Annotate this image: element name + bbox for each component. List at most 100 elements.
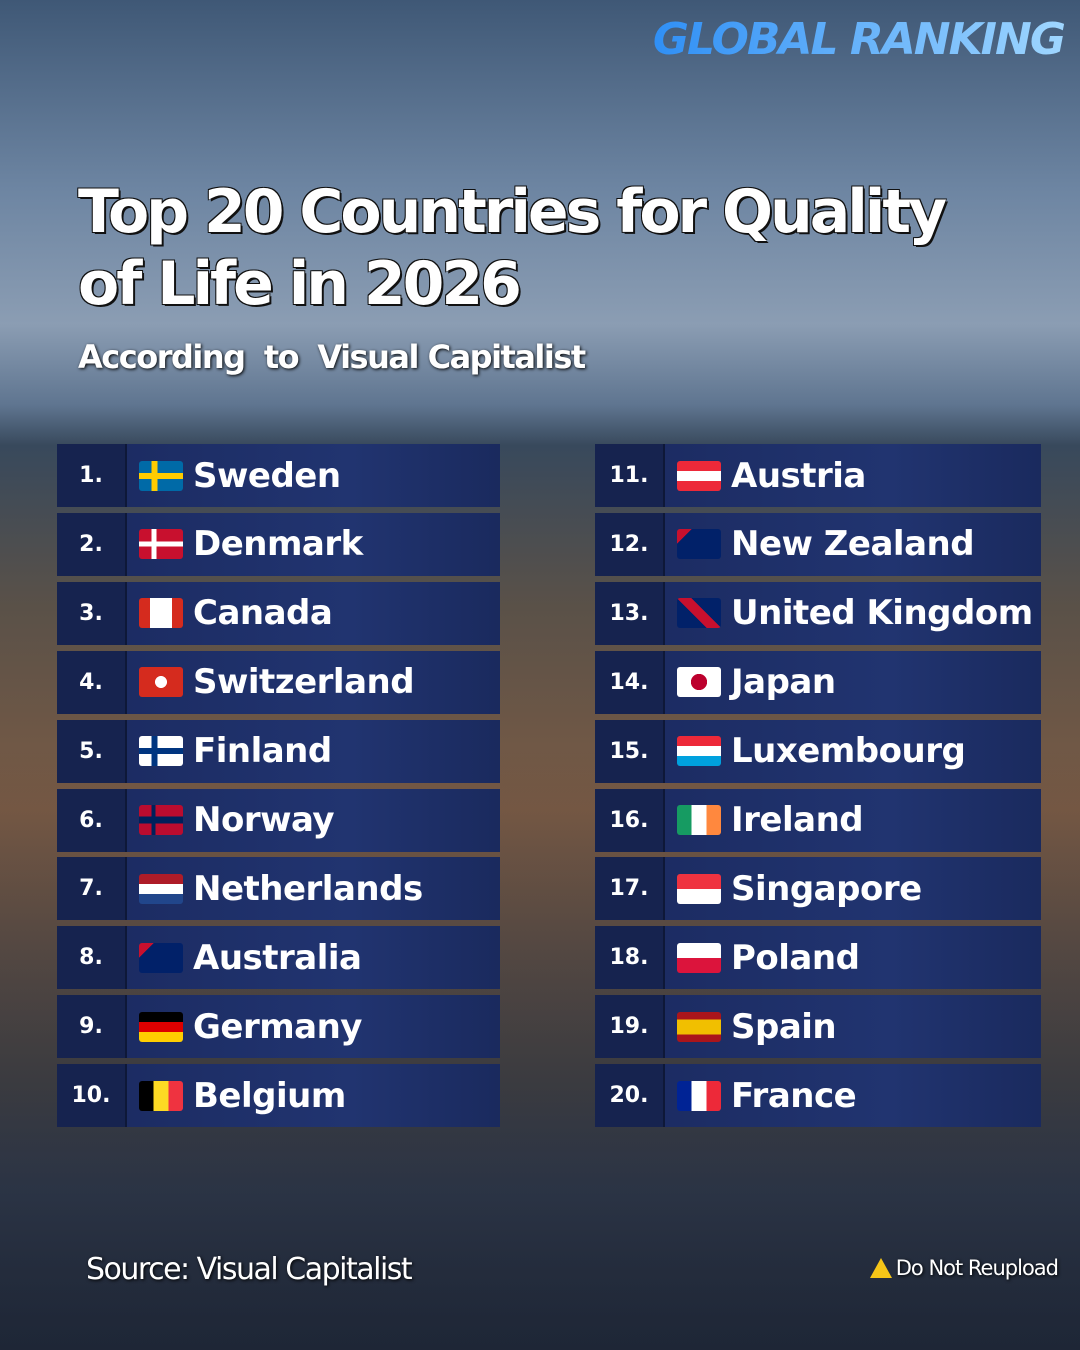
flag-icon [139,736,183,767]
flag-icon [677,942,721,973]
country-name: Sweden [193,455,341,496]
country-box: Belgium [125,1064,500,1128]
rank-label: 10. [57,1064,125,1128]
country-name: Spain [731,1006,837,1047]
flag-icon [139,805,183,835]
country-box: Austria [663,444,1041,507]
country-box: Poland [663,926,1041,990]
country-box: Japan [663,650,1041,714]
country-box: Canada [125,581,500,645]
country-box: Sweden [125,444,500,507]
country-box: Singapore [663,857,1041,921]
flag-icon [677,1080,721,1111]
ranking-row: 14. Japan [595,650,1041,714]
ranking-row: 15. Luxembourg [595,719,1041,783]
rank-label: 14. [595,650,663,714]
rank-label: 3. [57,581,125,645]
country-box: Ireland [663,788,1041,852]
rank-label: 8. [57,926,125,990]
flag-icon [139,942,183,973]
subtitle: According to Visual Capitalist [78,338,586,376]
country-box: Netherlands [125,857,500,921]
ranking-row: 10. Belgium [57,1064,500,1128]
flag-icon [677,598,721,629]
country-name: Norway [193,800,335,840]
country-name: Poland [731,937,860,978]
rank-label: 13. [595,581,663,645]
country-name: Germany [193,1006,362,1047]
country-name: Belgium [193,1075,346,1116]
flag-icon [139,873,183,904]
flag-icon [139,1080,183,1111]
flag-icon [677,460,721,491]
country-name: Netherlands [193,868,423,909]
rank-label: 19. [595,995,663,1059]
country-box: Switzerland [125,650,500,714]
country-name: New Zealand [731,524,975,565]
country-box: United Kingdom [663,581,1041,645]
flag-icon [677,1011,721,1042]
ranking-row: 1. Sweden [57,444,500,507]
ranking-row: 9. Germany [57,995,500,1059]
country-name: Singapore [731,868,922,909]
rank-label: 15. [595,719,663,783]
country-name: Finland [193,731,332,772]
country-name: France [731,1075,857,1116]
rank-label: 4. [57,650,125,714]
notice: Do Not Reupload [869,1256,1059,1280]
rank-label: 1. [57,444,125,507]
ranking-row: 19. Spain [595,995,1041,1059]
rank-label: 2. [57,512,125,576]
notice-text: Do Not Reupload [895,1256,1059,1280]
flag-icon [677,667,721,698]
flag-icon [139,598,183,629]
rank-label: 7. [57,857,125,921]
ranking-row: 2. Denmark [57,512,500,576]
flag-icon [139,460,183,491]
country-box: Finland [125,719,500,783]
flag-icon [677,805,721,835]
rank-label: 11. [595,444,663,507]
country-name: Japan [731,662,836,703]
ranking-row: 5. Finland [57,719,500,783]
rank-label: 20. [595,1064,663,1128]
ranking-row: 12. New Zealand [595,512,1041,576]
country-name: Ireland [731,800,864,840]
country-box: Australia [125,926,500,990]
country-name: Switzerland [193,662,415,703]
flag-icon [139,667,183,698]
country-name: Canada [193,593,333,634]
rank-label: 5. [57,719,125,783]
source: Source: Visual Capitalist [86,1252,413,1287]
country-name: Denmark [193,524,363,565]
country-box: Germany [125,995,500,1059]
country-box: France [663,1064,1041,1128]
rank-label: 17. [595,857,663,921]
country-box: Denmark [125,512,500,576]
country-name: Luxembourg [731,731,966,772]
ranking-row: 6. Norway [57,788,500,852]
flag-icon [677,873,721,904]
flag-icon [139,529,183,560]
country-name: Australia [193,937,362,978]
country-box: Norway [125,788,500,852]
country-name: Austria [731,455,866,496]
rank-label: 12. [595,512,663,576]
ranking-row: 18. Poland [595,926,1041,990]
warning-icon [869,1258,892,1278]
brand: GLOBAL RANKING [652,14,1066,65]
ranking-row: 11. Austria [595,444,1041,507]
ranking-row: 3. Canada [57,581,500,645]
rank-label: 18. [595,926,663,990]
rank-label: 16. [595,788,663,852]
country-box: Luxembourg [663,719,1041,783]
rank-label: 6. [57,788,125,852]
country-box: Spain [663,995,1041,1059]
flag-icon [139,1011,183,1042]
ranking-row: 16. Ireland [595,788,1041,852]
ranking-row: 20. France [595,1064,1041,1128]
flag-icon [677,529,721,560]
country-box: New Zealand [663,512,1041,576]
flag-icon [677,736,721,767]
